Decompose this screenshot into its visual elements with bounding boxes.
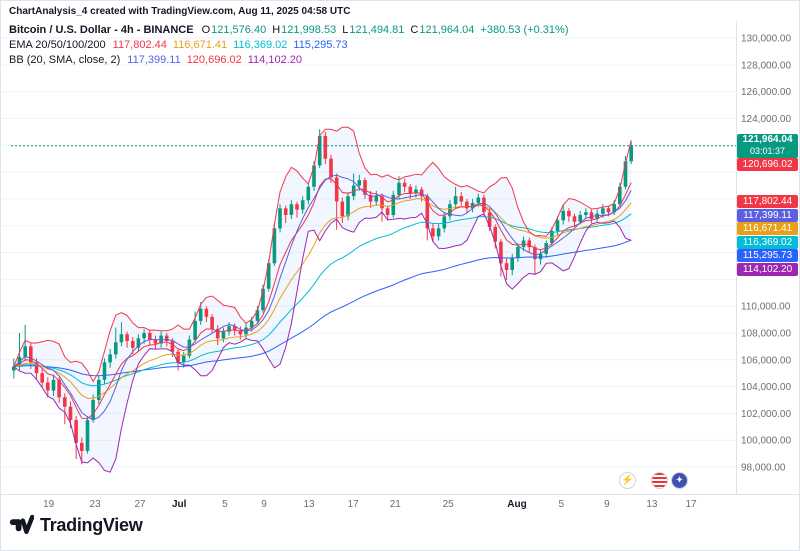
ohlc-values: O121,576.40 H121,998.53 L121,494.81 C121,96… bbox=[201, 24, 475, 36]
flag-stripes-icon[interactable] bbox=[651, 472, 668, 489]
svg-text:27: 27 bbox=[134, 499, 146, 510]
svg-text:9: 9 bbox=[604, 499, 610, 510]
change-value: +380.53 (+0.31%) bbox=[480, 24, 569, 36]
svg-text:102,000.00: 102,000.00 bbox=[741, 409, 791, 420]
svg-text:108,000.00: 108,000.00 bbox=[741, 328, 791, 339]
tradingview-logo-mark bbox=[9, 514, 34, 534]
svg-text:13: 13 bbox=[646, 499, 658, 510]
svg-text:5: 5 bbox=[222, 499, 228, 510]
bb-values: 117,399.11 120,696.02 114,102.20 bbox=[127, 54, 302, 66]
svg-text:5: 5 bbox=[559, 499, 565, 510]
bb-label: BB (20, SMA, close, 2) bbox=[9, 54, 121, 66]
symbol-legend-row[interactable]: Bitcoin / U.S. Dollar - 4h - BINANCE O121… bbox=[9, 23, 569, 38]
svg-text:19: 19 bbox=[43, 499, 55, 510]
boost-lightning-icon[interactable]: ⚡ bbox=[619, 472, 636, 489]
footer: TradingView bbox=[9, 513, 143, 538]
symbol-title: Bitcoin / U.S. Dollar - 4h - BINANCE bbox=[9, 24, 194, 36]
attribution-text: ChartAnalysis_4 created with TradingView… bbox=[9, 6, 351, 17]
quick-action-icons: ⚡ ✦ bbox=[619, 472, 688, 489]
svg-text:17: 17 bbox=[685, 499, 697, 510]
svg-text:100,000.00: 100,000.00 bbox=[741, 436, 791, 447]
svg-text:23: 23 bbox=[90, 499, 102, 510]
tradingview-logo[interactable]: TradingView bbox=[9, 513, 143, 538]
svg-text:104,000.00: 104,000.00 bbox=[741, 382, 791, 393]
chart-legend: Bitcoin / U.S. Dollar - 4h - BINANCE O121… bbox=[9, 23, 569, 68]
svg-text:13: 13 bbox=[303, 499, 315, 510]
svg-text:21: 21 bbox=[390, 499, 402, 510]
svg-text:25: 25 bbox=[443, 499, 455, 510]
flag-stars-icon[interactable]: ✦ bbox=[671, 472, 688, 489]
ema-legend-row[interactable]: EMA 20/50/100/200 117,802.44 116,671.41 116… bbox=[9, 38, 569, 53]
svg-text:124,000.00: 124,000.00 bbox=[741, 114, 791, 125]
svg-text:9: 9 bbox=[261, 499, 267, 510]
ema-label: EMA 20/50/100/200 bbox=[9, 39, 106, 51]
svg-text:106,000.00: 106,000.00 bbox=[741, 355, 791, 366]
svg-text:Jul: Jul bbox=[172, 499, 187, 510]
svg-text:110,000.00: 110,000.00 bbox=[741, 302, 791, 313]
svg-text:98,000.00: 98,000.00 bbox=[741, 463, 786, 474]
svg-text:17: 17 bbox=[348, 499, 360, 510]
svg-text:126,000.00: 126,000.00 bbox=[741, 87, 791, 98]
svg-text:128,000.00: 128,000.00 bbox=[741, 60, 791, 71]
tradingview-wordmark: TradingView bbox=[40, 515, 143, 535]
svg-text:130,000.00: 130,000.00 bbox=[741, 34, 791, 45]
bb-legend-row[interactable]: BB (20, SMA, close, 2) 117,399.11 120,696.… bbox=[9, 53, 569, 68]
ema-values: 117,802.44 116,671.41 116,369.02 115,295.73 bbox=[112, 39, 348, 51]
svg-text:Aug: Aug bbox=[507, 499, 526, 510]
